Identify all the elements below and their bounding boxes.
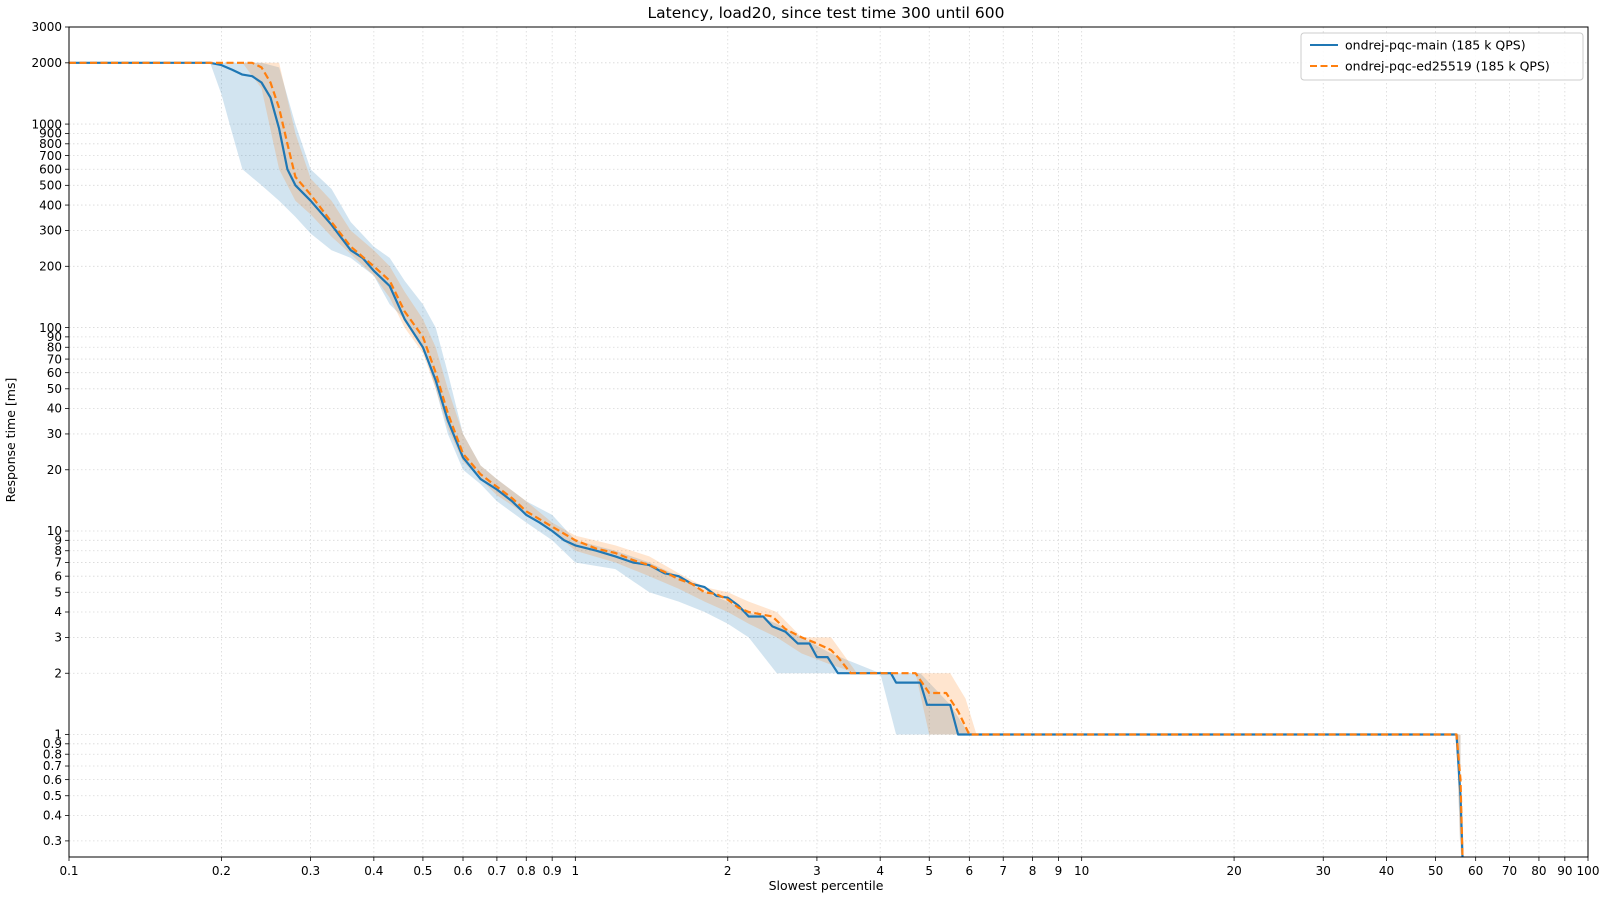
y-tick-label: 500	[39, 179, 62, 193]
chart-title: Latency, load20, since test time 300 unt…	[647, 4, 1004, 22]
line-layer	[69, 61, 1464, 858]
y-tick-label: 10	[47, 524, 62, 538]
x-axis-label: Slowest percentile	[769, 878, 884, 893]
y-tick-label: 80	[47, 340, 62, 354]
y-tick-label: 0.3	[43, 834, 62, 848]
y-tick-label: 100	[39, 321, 62, 335]
y-tick-label: 600	[39, 162, 62, 176]
y-tick-label: 1	[54, 728, 62, 742]
x-tick-label: 6	[966, 864, 974, 878]
y-tick-label: 8	[54, 544, 62, 558]
y-tick-label: 90	[47, 330, 62, 344]
x-tick-label: 60	[1468, 864, 1483, 878]
y-tick-label: 6	[54, 569, 62, 583]
y-tick-label: 0.4	[43, 809, 62, 823]
y-tick-label: 400	[39, 198, 62, 212]
y-tick-label: 0.5	[43, 789, 62, 803]
x-tick-label: 30	[1316, 864, 1331, 878]
legend: ondrej-pqc-main (185 k QPS) ondrej-pqc-e…	[1300, 32, 1584, 81]
y-tick-label: 200	[39, 260, 62, 274]
x-tick-label: 0.9	[543, 864, 562, 878]
x-tick-label: 7	[999, 864, 1007, 878]
x-tick-label: 0.4	[364, 864, 383, 878]
y-tick-label: 3000	[31, 20, 62, 34]
x-tick-label: 40	[1379, 864, 1394, 878]
x-tick-label: 50	[1428, 864, 1443, 878]
y-tick-label: 0.7	[43, 759, 62, 773]
y-tick-label: 2	[54, 666, 62, 680]
x-tick-label: 0.6	[453, 864, 472, 878]
x-tick-label: 0.2	[212, 864, 231, 878]
y-tick-label: 60	[47, 366, 62, 380]
x-tick-label: 4	[876, 864, 884, 878]
y-tick-label: 0.8	[43, 747, 62, 761]
y-tick-label: 5	[54, 585, 62, 599]
grid-layer	[68, 26, 1589, 857]
y-tick-label: 2000	[31, 56, 62, 70]
y-tick-label: 0.9	[43, 737, 62, 751]
y-tick-label: 20	[47, 463, 62, 477]
series-band-0	[210, 62, 1461, 858]
x-tick-label: 0.1	[59, 864, 78, 878]
y-tick-label: 9	[54, 534, 62, 548]
x-tick-label: 5	[925, 864, 933, 878]
x-tick-label: 3	[813, 864, 821, 878]
y-tick-label: 4	[54, 605, 62, 619]
y-tick-label: 70	[47, 352, 62, 366]
y-tick-label: 300	[39, 224, 62, 238]
band-layer	[210, 62, 1461, 858]
x-axis-ticks: 0.1 0.2 0.3 0.4 0.5 0.6 0.7 0.8 0.9 1 2 3 4 5 6 7 8 9 10 20…	[59, 857, 1599, 878]
y-tick-label: 30	[47, 427, 62, 441]
y-tick-label: 700	[39, 149, 62, 163]
y-tick-label: 40	[47, 402, 62, 416]
x-tick-label: 100	[1577, 864, 1600, 878]
x-tick-label: 90	[1557, 864, 1572, 878]
legend-label-main: ondrej-pqc-main (185 k QPS)	[1345, 38, 1526, 53]
y-tick-label: 900	[39, 127, 62, 141]
x-tick-label: 70	[1502, 864, 1517, 878]
y-axis-label: Response time [ms]	[3, 378, 18, 503]
x-tick-label: 80	[1531, 864, 1546, 878]
x-tick-label: 0.3	[301, 864, 320, 878]
legend-label-ed25519: ondrej-pqc-ed25519 (185 k QPS)	[1345, 59, 1550, 74]
legend-box	[1300, 32, 1584, 81]
series-band-1	[242, 62, 1461, 858]
x-tick-label: 20	[1226, 864, 1241, 878]
x-tick-label: 2	[724, 864, 732, 878]
x-tick-label: 9	[1055, 864, 1063, 878]
x-tick-label: 0.8	[517, 864, 536, 878]
y-tick-label: 0.6	[43, 773, 62, 787]
series-line-1	[69, 61, 1464, 858]
x-tick-label: 0.7	[487, 864, 506, 878]
y-tick-label: 3	[54, 631, 62, 645]
x-tick-label: 1	[572, 864, 580, 878]
y-tick-label: 1000	[31, 117, 62, 131]
x-tick-label: 10	[1074, 864, 1089, 878]
series-line-0	[69, 61, 1464, 858]
plot-frame	[68, 26, 1589, 858]
x-tick-label: 8	[1029, 864, 1037, 878]
y-tick-label: 7	[54, 556, 62, 570]
y-tick-label: 50	[47, 382, 62, 396]
x-tick-label: 0.5	[413, 864, 432, 878]
y-tick-label: 800	[39, 137, 62, 151]
